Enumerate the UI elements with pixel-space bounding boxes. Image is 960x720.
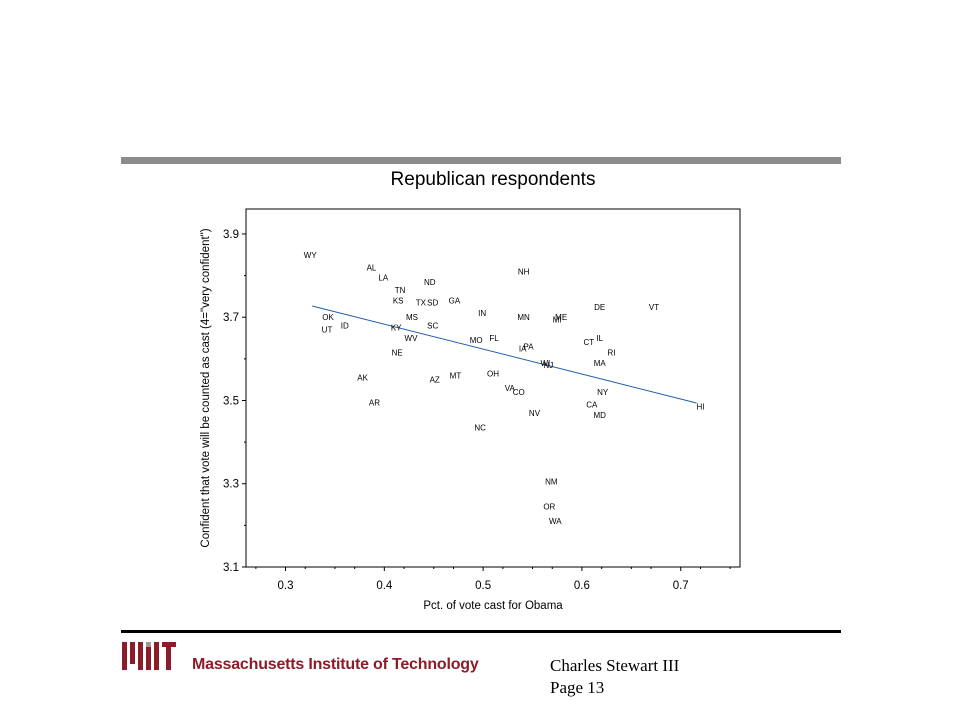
point-label: OR xyxy=(543,503,555,512)
point-label: MI xyxy=(553,315,562,324)
point-label: ND xyxy=(424,278,436,287)
fit-line xyxy=(312,305,697,404)
point-label: MA xyxy=(594,359,607,368)
x-axis-label: Pct. of vote cast for Obama xyxy=(423,600,563,612)
point-label: KY xyxy=(391,324,402,333)
point-label: CT xyxy=(584,338,595,347)
y-tick-label: 3.9 xyxy=(223,229,239,241)
point-label: OH xyxy=(487,369,499,378)
point-label: AR xyxy=(369,399,380,408)
point-label: TX xyxy=(416,299,427,308)
point-label: NM xyxy=(545,478,558,487)
y-tick-label: 3.1 xyxy=(223,562,239,574)
point-label: AK xyxy=(357,374,368,383)
point-label: NV xyxy=(529,409,541,418)
point-label: TN xyxy=(395,286,406,295)
x-tick-label: 0.7 xyxy=(673,580,689,592)
point-label: MO xyxy=(470,336,483,345)
point-label: VA xyxy=(505,384,516,393)
bottom-divider-bar xyxy=(121,630,841,633)
chart-title: Republican respondents xyxy=(390,169,596,190)
point-label: RI xyxy=(608,349,616,358)
point-label: NY xyxy=(597,388,609,397)
point-label: FL xyxy=(489,334,499,343)
point-label: WA xyxy=(549,517,562,526)
y-tick-label: 3.5 xyxy=(223,395,239,407)
mit-logo-icon xyxy=(122,642,176,670)
point-label: IL xyxy=(596,334,603,343)
point-label: SC xyxy=(427,322,438,331)
page-number: Page 13 xyxy=(550,678,605,697)
x-tick-label: 0.4 xyxy=(376,580,393,592)
point-label: PA xyxy=(524,342,535,351)
point-label: IN xyxy=(478,309,486,318)
point-label: OK xyxy=(322,313,334,322)
point-label: DE xyxy=(594,303,605,312)
author-name: Charles Stewart III xyxy=(550,656,680,675)
point-label: CO xyxy=(513,388,525,397)
point-label: KS xyxy=(393,297,404,306)
mit-wordmark: Massachusetts Institute of Technology xyxy=(192,656,479,673)
point-label: MN xyxy=(517,313,530,322)
point-label: ID xyxy=(341,322,349,331)
point-label: ME xyxy=(555,313,567,322)
point-label: AL xyxy=(367,263,377,272)
x-tick-label: 0.6 xyxy=(574,580,590,592)
y-axis-label: Confident that vote will be counted as c… xyxy=(200,228,212,547)
point-label: WV xyxy=(405,334,419,343)
point-label: SD xyxy=(427,299,438,308)
point-label: NE xyxy=(392,349,403,358)
point-label: NJ xyxy=(543,361,553,370)
point-label: MT xyxy=(450,372,462,381)
x-tick-label: 0.3 xyxy=(278,580,294,592)
y-tick-label: 3.7 xyxy=(223,312,239,324)
y-axis: 3.1 3.3 3.5 3.7 3.9 xyxy=(223,229,246,574)
point-label: HI xyxy=(696,403,704,412)
point-label: IA xyxy=(519,344,527,353)
point-label: VT xyxy=(649,303,659,312)
slide-footer: Charles Stewart III Page 13 xyxy=(550,655,679,699)
plot-frame xyxy=(245,208,741,568)
point-label: WI xyxy=(540,359,550,368)
top-divider-bar xyxy=(121,157,841,164)
point-label: NH xyxy=(518,267,530,276)
point-label: UT xyxy=(322,326,333,335)
point-label: GA xyxy=(449,297,461,306)
point-label: LA xyxy=(378,274,388,283)
point-label: NC xyxy=(474,424,486,433)
x-axis: 0.3 0.4 0.5 0.6 0.7 xyxy=(255,567,731,592)
point-label: CA xyxy=(586,401,598,410)
point-label: MD xyxy=(593,411,606,420)
y-tick-label: 3.3 xyxy=(223,479,239,491)
point-label: MS xyxy=(406,313,418,322)
point-label: WY xyxy=(304,251,318,260)
point-label: AZ xyxy=(430,376,440,385)
x-tick-label: 0.5 xyxy=(475,580,491,592)
